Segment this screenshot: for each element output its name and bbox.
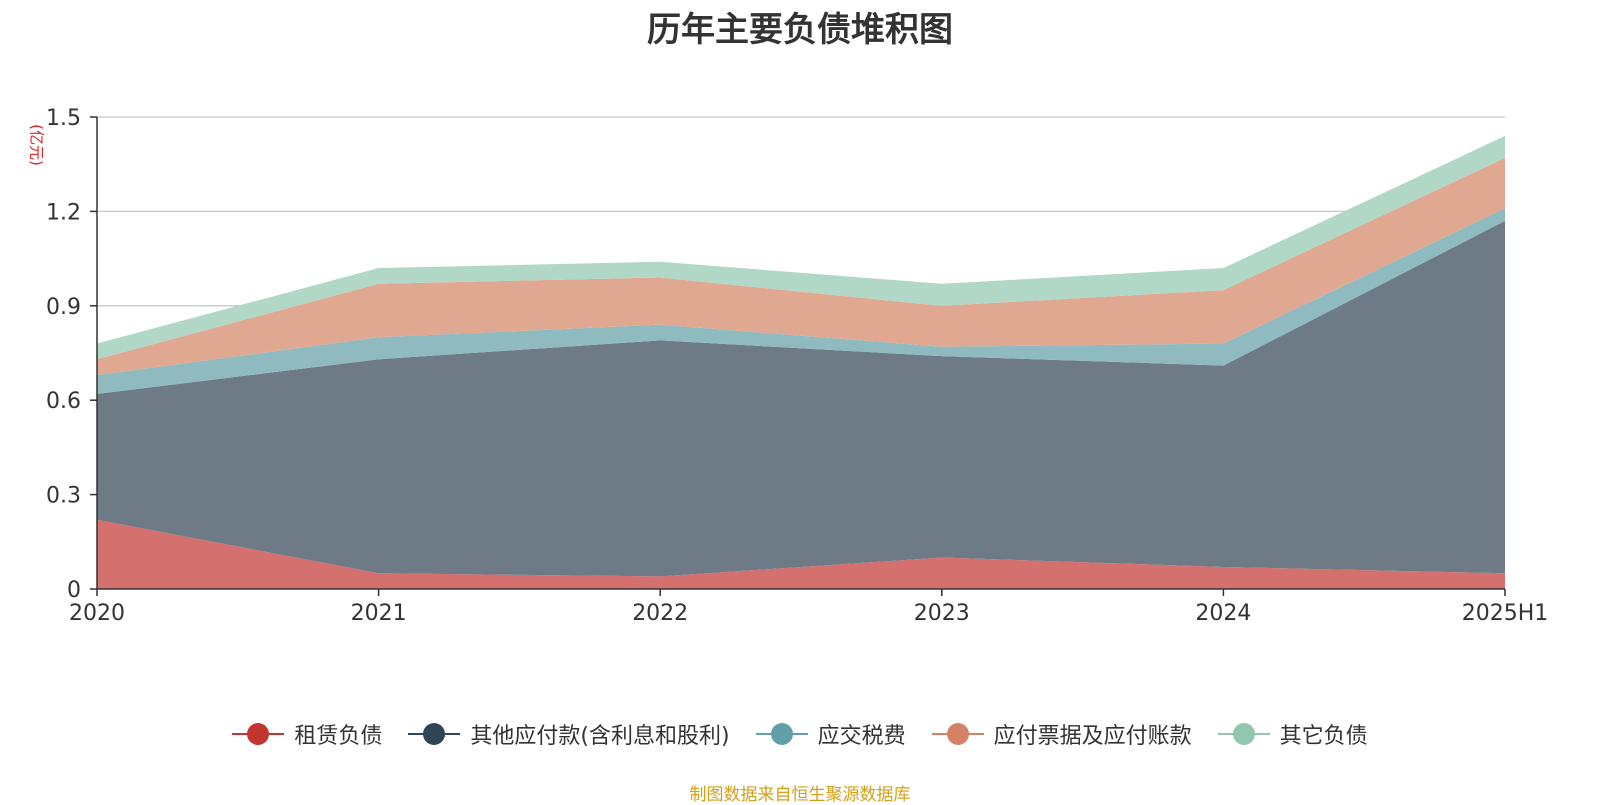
area-series-3	[97, 157, 1505, 376]
chart-legend: 租赁负债 其他应付款(含利息和股利) 应交税费 应付票据及应付账款 其它负债	[0, 718, 1600, 750]
area-series-0	[97, 519, 1505, 589]
tick-labels: 0 0.3 0.6 0.9 1.2 1.5 2020 2021 2022 2023 2024 2025…	[46, 106, 1548, 626]
legend-item-2[interactable]: 应交税费	[755, 718, 906, 750]
y-tick-label: 0	[67, 578, 81, 603]
x-tick-label: 2020	[69, 601, 125, 626]
source-note: 制图数据来自恒生聚源数据库	[689, 785, 911, 805]
chart-title: 历年主要负债堆积图	[647, 10, 953, 50]
legend-marker-icon	[408, 722, 461, 746]
legend-label: 租赁负债	[294, 724, 383, 749]
legend-item-0[interactable]: 租赁负债	[232, 718, 382, 750]
x-tick-label: 2022	[632, 601, 688, 626]
x-tick-label: 2025H1	[1462, 601, 1549, 626]
axes	[96, 117, 1505, 590]
area-series-1	[97, 220, 1505, 577]
x-tick-label: 2021	[351, 601, 407, 626]
area-series-2	[97, 208, 1505, 394]
legend-marker-icon	[232, 722, 285, 746]
y-tick-label: 0.6	[46, 389, 81, 414]
legend-marker-icon	[1217, 722, 1270, 746]
x-tick-label: 2023	[914, 601, 970, 626]
area-series	[97, 135, 1505, 589]
legend-label: 其他应付款(含利息和股利)	[470, 724, 730, 749]
legend-item-4[interactable]: 其它负债	[1217, 718, 1368, 750]
y-tick-label: 0.3	[46, 484, 81, 509]
y-tick-label: 1.5	[46, 106, 81, 131]
legend-item-3[interactable]: 应付票据及应付账款	[931, 718, 1192, 750]
legend-marker-icon	[755, 722, 808, 746]
x-tick-label: 2024	[1195, 601, 1251, 626]
legend-label: 应交税费	[817, 724, 906, 749]
legend-marker-icon	[931, 722, 984, 746]
y-tick-label: 0.9	[46, 295, 81, 320]
legend-label: 应付票据及应付账款	[993, 724, 1192, 749]
legend-label: 其它负债	[1279, 724, 1368, 749]
legend-item-1[interactable]: 其他应付款(含利息和股利)	[408, 718, 730, 750]
y-tick-label: 1.2	[46, 200, 81, 225]
